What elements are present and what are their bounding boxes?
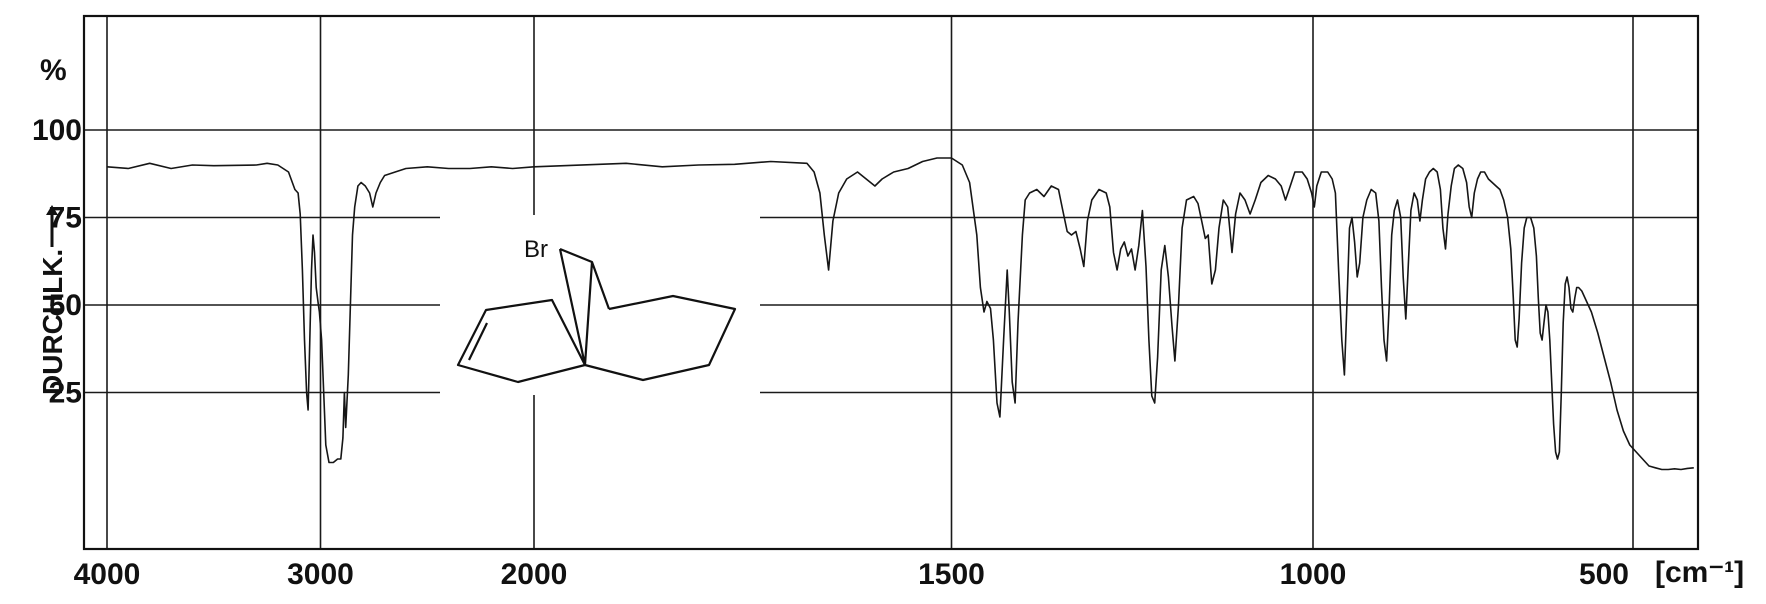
- y-tick-label-75: 75: [49, 202, 82, 235]
- left-ring: [456, 298, 586, 384]
- x-tick-label-500: 500: [1579, 558, 1629, 591]
- spectrum-line: [106, 157, 1694, 471]
- y-tick-label-50: 50: [49, 289, 82, 322]
- y-tick-label-100: 100: [32, 114, 82, 147]
- y-tick-labels: 100 75 50 25: [32, 114, 82, 410]
- x-tick-label-4000: 4000: [74, 558, 141, 591]
- plot-frame: [82, 14, 1700, 551]
- molecule-structure: Br: [440, 215, 760, 395]
- x-tick-label-1500: 1500: [918, 558, 985, 591]
- x-unit-label: [cm⁻¹]: [1655, 556, 1744, 589]
- y-axis-label: DURCHLK.: [37, 249, 68, 395]
- y-tick-label-25: 25: [49, 377, 82, 410]
- y-axis-title: DURCHLK.: [37, 205, 68, 395]
- y-unit-label: %: [40, 54, 67, 87]
- right-ring: [584, 294, 737, 382]
- left-ring-double-bond: [468, 322, 488, 361]
- x-tick-label-1000: 1000: [1280, 558, 1347, 591]
- x-tick-label-2000: 2000: [501, 558, 568, 591]
- bromine-label: Br: [524, 236, 548, 263]
- grid-layer: [84, 16, 1698, 549]
- x-tick-label-3000: 3000: [287, 558, 354, 591]
- x-tick-labels: 4000 3000 2000 1500 1000 500: [74, 558, 1629, 591]
- cyclopropane-bonds: [558, 247, 611, 366]
- y-axis-arrow-head: [46, 205, 58, 215]
